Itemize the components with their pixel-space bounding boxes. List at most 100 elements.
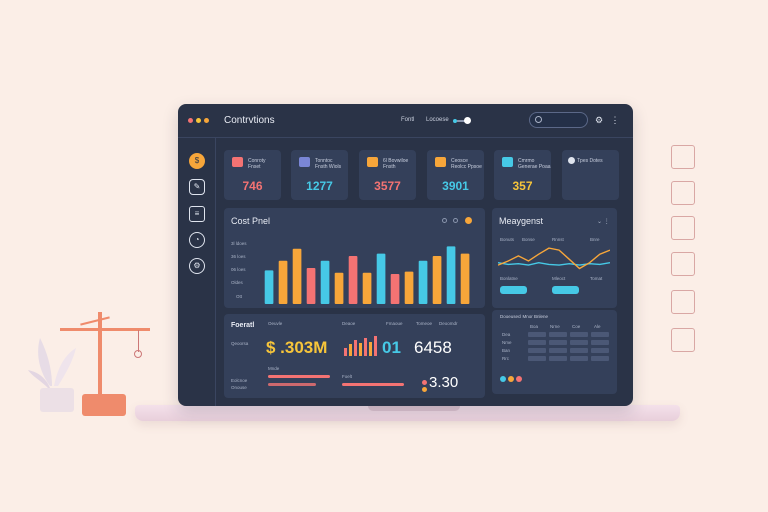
house-icon [671, 145, 695, 169]
table-panel: Dooeusecl Mnor Bnlene Boa Nrne Coe Ale D… [492, 310, 617, 394]
table-row-label: Ban [502, 348, 511, 353]
table-cell [591, 340, 609, 345]
funds-amount: $ .303M [266, 338, 328, 357]
table-cell [549, 356, 567, 361]
kpi-value: 3901 [442, 179, 469, 193]
bar-6[interactable] [334, 272, 344, 304]
legend-dot [516, 376, 522, 382]
building-icon [671, 181, 695, 205]
status-dot [465, 217, 472, 224]
nav-link-2[interactable]: Locoese [426, 117, 449, 123]
table-cell [570, 356, 588, 361]
legend-dot [500, 376, 506, 382]
cost-panel: Cost Pnel 3l ldoes 36 loes 06 loes Oldes… [224, 208, 485, 308]
kpi-label: Conroty Fnset [248, 158, 266, 170]
laptop-base [135, 405, 680, 421]
pen-icon[interactable]: ✎ [189, 179, 205, 195]
action-pill-2[interactable] [552, 286, 579, 294]
kpi-card-4[interactable]: Ceosce Reolcc Ppsoe 3901 [427, 150, 484, 200]
bar-5[interactable] [320, 260, 330, 304]
bar-15[interactable] [460, 253, 470, 304]
bar-8[interactable] [362, 272, 372, 304]
progress-bar [268, 375, 330, 378]
search-icon [535, 116, 542, 123]
bar-9[interactable] [376, 253, 386, 304]
settings-icon[interactable]: ⚙ [189, 258, 205, 274]
chevron-down-icon[interactable]: ⌄ ⋮ [597, 219, 610, 225]
legend-dot [508, 376, 514, 382]
kpi-card-2[interactable]: Tonntoc Fnsth Wiols 1277 [291, 150, 348, 200]
kpi-card-3[interactable]: 6l Bovwiloe Fnsth 3577 [359, 150, 416, 200]
book-icon [435, 157, 446, 167]
nav-link-1[interactable]: Fontl [401, 117, 415, 123]
document-icon[interactable]: ≡ [189, 206, 205, 222]
bar-10[interactable] [390, 274, 400, 304]
house-person-icon [671, 328, 695, 352]
bar-7[interactable] [348, 256, 358, 304]
filter-icon[interactable] [453, 218, 458, 223]
bar-11[interactable] [404, 271, 414, 304]
dashboard-screen: Contrvtions Fontl Locoese ⚙ ⋮ $ ✎ ≡ ◔ ⚙ … [178, 104, 633, 406]
kpi-card-1[interactable]: Conroty Fnset 746 [224, 150, 281, 200]
bar-4[interactable] [306, 268, 316, 304]
action-pill-1[interactable] [500, 286, 527, 294]
kpi-label: Cmrmo Generae Poaa [518, 158, 551, 170]
funds-label: Onouse [231, 385, 247, 390]
table-header: Boa [530, 324, 539, 329]
kpi-label: Tonntoc Fnsth Wiols [315, 158, 342, 170]
table-row-label: Nme [502, 340, 512, 345]
table-cell [528, 356, 546, 361]
table-cell [528, 332, 546, 337]
table-cell [549, 332, 567, 337]
bar-12[interactable] [418, 260, 428, 304]
stamp-icon [568, 157, 575, 164]
kpi-card-6[interactable]: Tpes Dotes [562, 150, 619, 200]
table-cell [591, 348, 609, 353]
table-header: Nrne [550, 324, 560, 329]
status-dot [422, 387, 427, 392]
funds-right-value: 6458 [414, 338, 452, 357]
table-cell [591, 332, 609, 337]
bar-2[interactable] [278, 260, 288, 304]
info-icon[interactable] [442, 218, 447, 223]
table-title: Dooeusecl Mnor Bnlene [500, 314, 549, 319]
bar-3[interactable] [292, 248, 302, 304]
theme-toggle[interactable] [453, 117, 471, 124]
window-dots [188, 118, 209, 123]
management-line-chart [498, 247, 610, 270]
y-tick: 36 loes [231, 254, 246, 259]
kpi-card-5[interactable]: Cmrmo Generae Poaa 357 [494, 150, 551, 200]
coin-icon[interactable]: $ [189, 153, 205, 169]
house-plan-icon [671, 252, 695, 276]
table-row-label: Rrc [502, 356, 509, 361]
app-title: Contrvtions [224, 115, 275, 126]
line-series-orange [498, 247, 610, 270]
table-cell [570, 340, 588, 345]
more-icon[interactable]: ⋮ [610, 115, 620, 125]
table-row-label: Dea [502, 332, 511, 337]
funds-label: Mnde [268, 366, 280, 371]
table-cell [549, 348, 567, 353]
bar-14[interactable] [446, 246, 456, 304]
clock-icon[interactable]: ◔ [189, 232, 205, 248]
funds-label: Eolcnoe [231, 378, 248, 383]
line-label: Bonse [522, 237, 535, 242]
sidebar: $ ✎ ≡ ◔ ⚙ [178, 138, 216, 406]
chart-icon [232, 157, 243, 167]
laptop-notch [368, 405, 460, 411]
crane-illustration [60, 308, 152, 418]
bar-13[interactable] [432, 256, 442, 304]
plant-illustration [28, 338, 76, 412]
tools-icon [367, 157, 378, 167]
gear-icon[interactable]: ⚙ [594, 115, 604, 125]
funds-label: Oeuvle [268, 321, 283, 326]
kpi-label: Tpes Dotes [577, 158, 603, 164]
table-header: Coe [572, 324, 581, 329]
search-input[interactable] [529, 112, 588, 128]
line-label: Mleoct [552, 276, 566, 281]
mini-bar-chart [344, 336, 377, 356]
people-icon [299, 157, 310, 167]
bar-1[interactable] [264, 270, 274, 304]
kpi-value: 746 [242, 179, 263, 193]
line-label: Bnre [590, 237, 600, 242]
